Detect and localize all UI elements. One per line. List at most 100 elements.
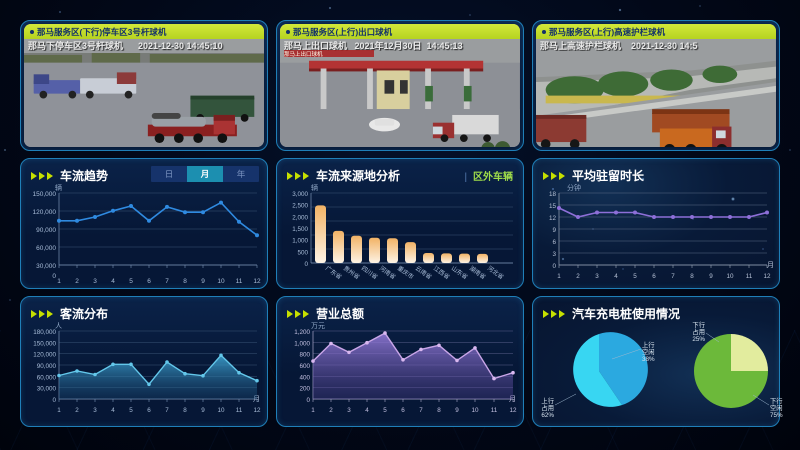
svg-text:11: 11 (491, 407, 498, 414)
svg-text:3: 3 (552, 251, 556, 258)
svg-text:9: 9 (709, 273, 713, 280)
svg-text:江西省: 江西省 (432, 264, 451, 281)
svg-text:400: 400 (299, 374, 310, 381)
svg-text:下行: 下行 (692, 320, 705, 329)
svg-text:500: 500 (297, 249, 308, 256)
svg-text:5: 5 (633, 273, 637, 280)
svg-text:12: 12 (763, 273, 771, 280)
svg-text:180,000: 180,000 (33, 329, 56, 336)
svg-text:6: 6 (652, 273, 656, 280)
svg-text:120,000: 120,000 (33, 352, 56, 359)
svg-text:6: 6 (401, 407, 405, 414)
svg-text:30,000: 30,000 (37, 386, 57, 393)
svg-text:湖南省: 湖南省 (468, 264, 487, 281)
svg-text:1,000: 1,000 (294, 340, 310, 347)
svg-text:1: 1 (311, 407, 315, 414)
svg-text:11: 11 (746, 273, 753, 280)
svg-text:9: 9 (201, 278, 205, 285)
svg-text:60,000: 60,000 (36, 245, 56, 252)
svg-text:2: 2 (75, 278, 79, 285)
svg-text:云南省: 云南省 (414, 264, 433, 281)
svg-text:75%: 75% (770, 412, 783, 419)
svg-text:7: 7 (419, 407, 423, 414)
svg-text:8: 8 (183, 278, 187, 285)
svg-text:150,000: 150,000 (33, 191, 57, 198)
svg-text:2,000: 2,000 (292, 214, 308, 221)
svg-text:5: 5 (383, 407, 387, 414)
svg-text:600: 600 (299, 363, 310, 370)
svg-text:重庆市: 重庆市 (396, 264, 415, 281)
svg-text:四川省: 四川省 (360, 264, 379, 281)
svg-text:4: 4 (614, 273, 618, 280)
svg-text:广东省: 广东省 (324, 264, 343, 281)
svg-text:90,000: 90,000 (37, 363, 57, 370)
svg-text:25%: 25% (692, 336, 705, 343)
svg-text:3,000: 3,000 (292, 191, 308, 198)
svg-text:山东省: 山东省 (450, 264, 469, 281)
svg-text:河南省: 河南省 (378, 264, 397, 281)
svg-text:8: 8 (690, 273, 694, 280)
svg-text:0: 0 (306, 397, 310, 404)
svg-text:贵州省: 贵州省 (342, 264, 361, 281)
svg-text:2: 2 (75, 407, 79, 414)
svg-text:2,500: 2,500 (292, 203, 308, 210)
svg-text:5: 5 (129, 278, 133, 285)
svg-text:6: 6 (147, 278, 151, 285)
svg-text:3: 3 (93, 278, 97, 285)
svg-text:1: 1 (57, 278, 61, 285)
svg-text:18: 18 (549, 191, 557, 198)
svg-text:11: 11 (236, 278, 243, 285)
svg-text:9: 9 (455, 407, 459, 414)
svg-text:90,000: 90,000 (36, 227, 56, 234)
svg-text:30,000: 30,000 (36, 263, 56, 270)
svg-text:3: 3 (595, 273, 599, 280)
svg-text:9: 9 (201, 407, 205, 414)
svg-text:1,200: 1,200 (294, 329, 310, 336)
svg-text:12: 12 (253, 407, 261, 414)
svg-text:1,500: 1,500 (292, 226, 308, 233)
svg-text:7: 7 (165, 407, 169, 414)
svg-text:10: 10 (471, 407, 479, 414)
svg-text:10: 10 (217, 278, 225, 285)
svg-text:7: 7 (165, 278, 169, 285)
svg-text:9: 9 (552, 227, 556, 234)
svg-text:0: 0 (52, 273, 56, 280)
svg-text:0: 0 (52, 397, 56, 404)
svg-text:120,000: 120,000 (33, 209, 57, 216)
svg-text:10: 10 (217, 407, 225, 414)
svg-text:38%: 38% (642, 356, 655, 363)
svg-text:8: 8 (183, 407, 187, 414)
svg-text:12: 12 (549, 215, 557, 222)
svg-text:12: 12 (253, 278, 261, 285)
svg-text:占用: 占用 (541, 403, 554, 412)
svg-text:60,000: 60,000 (37, 374, 57, 381)
svg-text:3: 3 (93, 407, 97, 414)
svg-text:11: 11 (236, 407, 243, 414)
svg-text:4: 4 (365, 407, 369, 414)
svg-text:占用: 占用 (692, 327, 705, 336)
svg-text:6: 6 (147, 407, 151, 414)
svg-text:空闲: 空闲 (642, 347, 655, 356)
svg-text:0: 0 (304, 261, 308, 268)
svg-text:河北省: 河北省 (486, 264, 505, 281)
svg-text:月: 月 (767, 261, 774, 269)
svg-text:空闲: 空闲 (770, 403, 783, 412)
svg-text:2: 2 (576, 273, 580, 280)
svg-text:7: 7 (671, 273, 675, 280)
svg-text:12: 12 (509, 407, 517, 414)
svg-text:8: 8 (437, 407, 441, 414)
svg-text:6: 6 (552, 239, 556, 246)
svg-text:150,000: 150,000 (33, 340, 56, 347)
svg-text:4: 4 (111, 407, 115, 414)
svg-text:1,000: 1,000 (292, 238, 308, 245)
svg-text:2: 2 (329, 407, 333, 414)
svg-text:3: 3 (347, 407, 351, 414)
svg-text:1: 1 (57, 407, 61, 414)
svg-text:4: 4 (111, 278, 115, 285)
svg-text:1: 1 (557, 273, 561, 280)
svg-text:0: 0 (552, 263, 556, 270)
svg-text:上行: 上行 (642, 340, 655, 349)
svg-text:62%: 62% (541, 412, 554, 419)
svg-text:5: 5 (129, 407, 133, 414)
svg-text:10: 10 (726, 273, 734, 280)
